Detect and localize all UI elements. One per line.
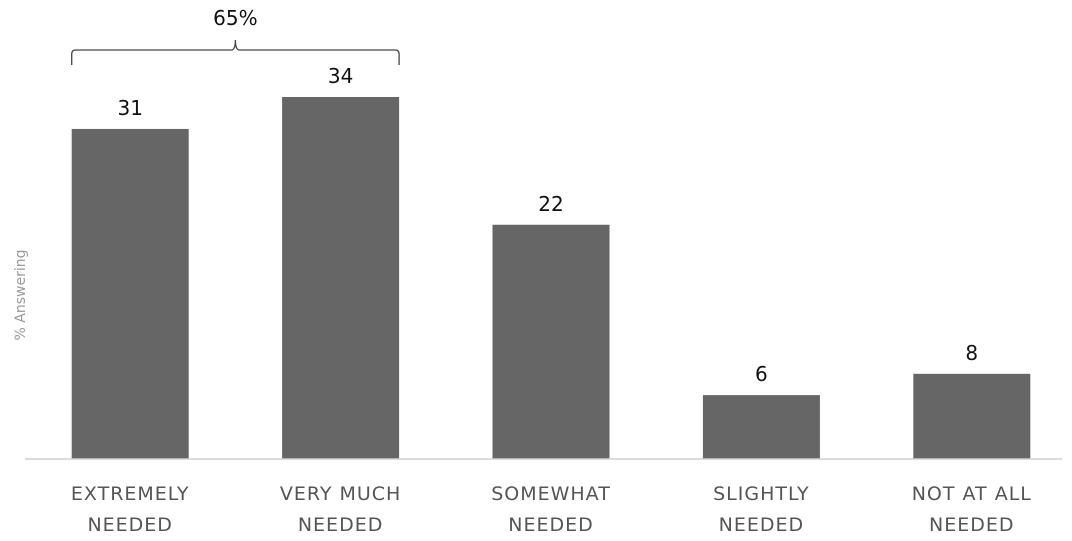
category-label-4-line-0: NOT AT ALL [912,483,1032,505]
data-label-3: 6 [755,362,768,386]
category-label-0-line-0: EXTREMELY [71,483,190,505]
bracket-0 [71,39,400,65]
data-label-1: 34 [328,64,353,88]
annotations-group: 65% [71,6,400,65]
bar-1 [282,97,400,459]
bar-2 [492,224,610,459]
data-label-2: 22 [538,192,563,216]
category-labels-group: EXTREMELY NEEDED VERY MUCH NEEDED SOMEWHAT NE… [71,483,1032,536]
y-axis-label: % Answering [13,250,29,341]
category-label-1-line-1: NEEDED [298,514,384,536]
category-label-2-line-0: SOMEWHAT [491,483,611,505]
bars-group [71,97,1031,460]
category-label-1-line-0: VERY MUCH [280,483,402,505]
category-label-3-line-1: NEEDED [719,514,805,536]
category-label-2-line-1: NEEDED [508,514,594,536]
category-label-0-line-1: NEEDED [87,514,173,536]
bar-4 [913,373,1031,459]
data-label-0: 31 [117,96,142,120]
bar-3 [702,395,820,459]
category-label-4-line-1: NEEDED [929,514,1015,536]
data-labels-group: 31 34 22 6 8 [117,64,978,386]
bracket-label-0: 65% [213,6,257,30]
category-label-3-line-0: SLIGHTLY [713,483,810,505]
data-label-4: 8 [965,341,978,365]
bar-0 [71,128,189,460]
